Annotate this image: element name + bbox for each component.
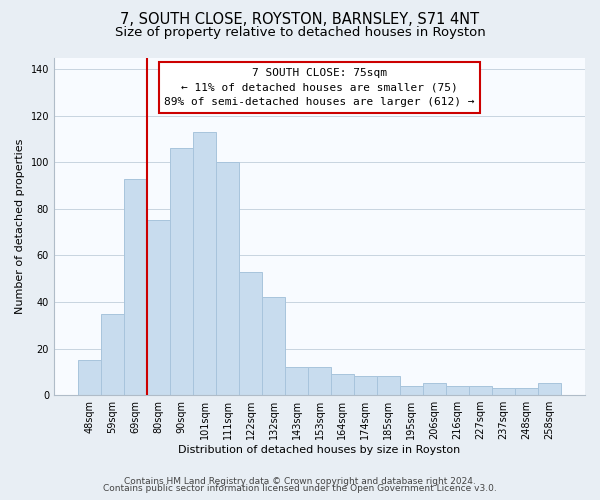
Bar (377, 376, 400, 395)
Bar (239, 272, 262, 395)
Bar (147, 220, 170, 395)
Bar (515, 388, 538, 395)
Text: Contains HM Land Registry data © Crown copyright and database right 2024.: Contains HM Land Registry data © Crown c… (124, 477, 476, 486)
Text: Size of property relative to detached houses in Royston: Size of property relative to detached ho… (115, 26, 485, 39)
Text: 7 SOUTH CLOSE: 75sqm
← 11% of detached houses are smaller (75)
89% of semi-detac: 7 SOUTH CLOSE: 75sqm ← 11% of detached h… (164, 68, 475, 107)
X-axis label: Distribution of detached houses by size in Royston: Distribution of detached houses by size … (178, 445, 461, 455)
Bar (538, 384, 561, 395)
Bar (331, 374, 354, 395)
Bar (78, 360, 101, 395)
Bar (492, 388, 515, 395)
Bar (423, 384, 446, 395)
Text: 7, SOUTH CLOSE, ROYSTON, BARNSLEY, S71 4NT: 7, SOUTH CLOSE, ROYSTON, BARNSLEY, S71 4… (121, 12, 479, 28)
Bar (193, 132, 216, 395)
Bar (101, 314, 124, 395)
Bar (285, 367, 308, 395)
Bar (400, 386, 423, 395)
Text: Contains public sector information licensed under the Open Government Licence v3: Contains public sector information licen… (103, 484, 497, 493)
Bar (469, 386, 492, 395)
Bar (446, 386, 469, 395)
Bar (262, 298, 285, 395)
Y-axis label: Number of detached properties: Number of detached properties (15, 138, 25, 314)
Bar (124, 178, 147, 395)
Bar (170, 148, 193, 395)
Bar (308, 367, 331, 395)
Bar (354, 376, 377, 395)
Bar (216, 162, 239, 395)
